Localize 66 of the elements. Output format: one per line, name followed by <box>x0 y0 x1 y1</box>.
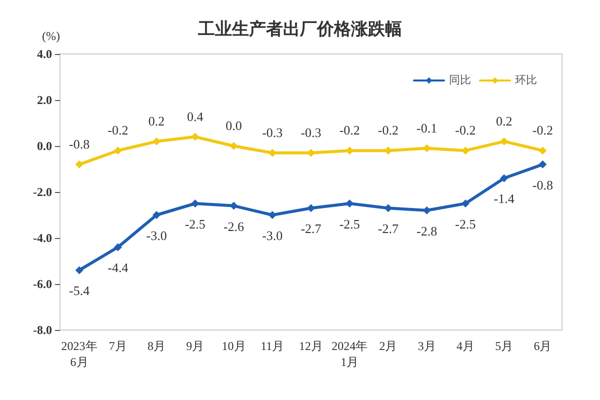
data-label: -2.7 <box>378 221 400 236</box>
x-tick-label: 2024年 1月 <box>332 339 368 369</box>
y-tick-label: 4.0 <box>37 47 52 61</box>
y-tick-label: 0.0 <box>37 139 52 153</box>
point <box>230 142 238 150</box>
y-tick-label: -2.0 <box>33 185 52 199</box>
data-label: -0.2 <box>378 122 399 138</box>
point <box>268 148 276 157</box>
data-label: -3.0 <box>262 228 283 243</box>
data-label: 0.2 <box>496 113 512 128</box>
point <box>500 137 508 146</box>
x-tick-label: 8月 <box>148 339 166 353</box>
y-axis-title: (%) <box>42 29 60 43</box>
data-label: -0.3 <box>262 124 283 140</box>
data-label: -0.3 <box>300 124 322 140</box>
data-label: 0.2 <box>148 113 165 128</box>
data-label: -0.2 <box>108 122 128 138</box>
data-label: -2.7 <box>300 221 322 236</box>
x-tick-label: 7月 <box>108 339 127 353</box>
x-tick-label: 3月 <box>418 339 436 353</box>
point <box>268 211 276 219</box>
point <box>152 211 161 219</box>
data-label: -4.4 <box>108 260 129 276</box>
data-label: -1.4 <box>494 191 515 206</box>
x-tick-label: 4月 <box>456 339 474 353</box>
data-label: -0.1 <box>416 120 438 136</box>
point <box>538 146 547 155</box>
x-tick-label: 5月 <box>495 339 514 353</box>
data-label: -0.2 <box>532 122 553 138</box>
data-label: -0.8 <box>69 136 90 152</box>
data-label: 0.4 <box>187 108 204 124</box>
point <box>75 266 84 274</box>
point <box>114 146 122 155</box>
data-label: -0.2 <box>339 122 360 138</box>
point <box>461 200 470 208</box>
y-tick-label: -8.0 <box>33 323 52 337</box>
data-label: -2.8 <box>416 223 438 238</box>
data-label: -0.2 <box>455 122 476 138</box>
data-label: -2.5 <box>184 216 206 232</box>
x-tick-label: 2月 <box>379 339 398 353</box>
y-tick-label: 2.0 <box>37 93 52 107</box>
point <box>75 160 84 168</box>
x-tick-label: 6月 <box>534 339 552 353</box>
point <box>307 148 315 157</box>
data-label: 0.0 <box>226 118 242 133</box>
legend-label: 环比 <box>515 74 537 86</box>
data-label: -2.5 <box>339 216 360 232</box>
x-tick-label: 9月 <box>186 339 204 353</box>
data-label: -2.6 <box>223 218 245 234</box>
y-tick-label: -6.0 <box>33 277 52 291</box>
point <box>307 204 315 212</box>
data-label: -2.5 <box>455 216 476 232</box>
y-tick-label: -4.0 <box>33 231 52 245</box>
x-tick-label: 12月 <box>299 339 323 353</box>
point <box>538 160 547 168</box>
point <box>500 174 508 182</box>
data-label: -0.8 <box>532 177 553 192</box>
legend-label: 同比 <box>449 74 471 86</box>
point <box>114 243 122 252</box>
data-label: -5.4 <box>69 283 90 298</box>
point <box>191 132 200 141</box>
x-tick-label: 10月 <box>222 339 246 353</box>
x-tick-label: 11月 <box>260 339 284 353</box>
data-label: -3.0 <box>146 228 167 243</box>
x-tick-label: 2023年 6月 <box>61 339 98 369</box>
chart-title: 工业生产者出厂价格涨跌幅 <box>197 20 402 40</box>
